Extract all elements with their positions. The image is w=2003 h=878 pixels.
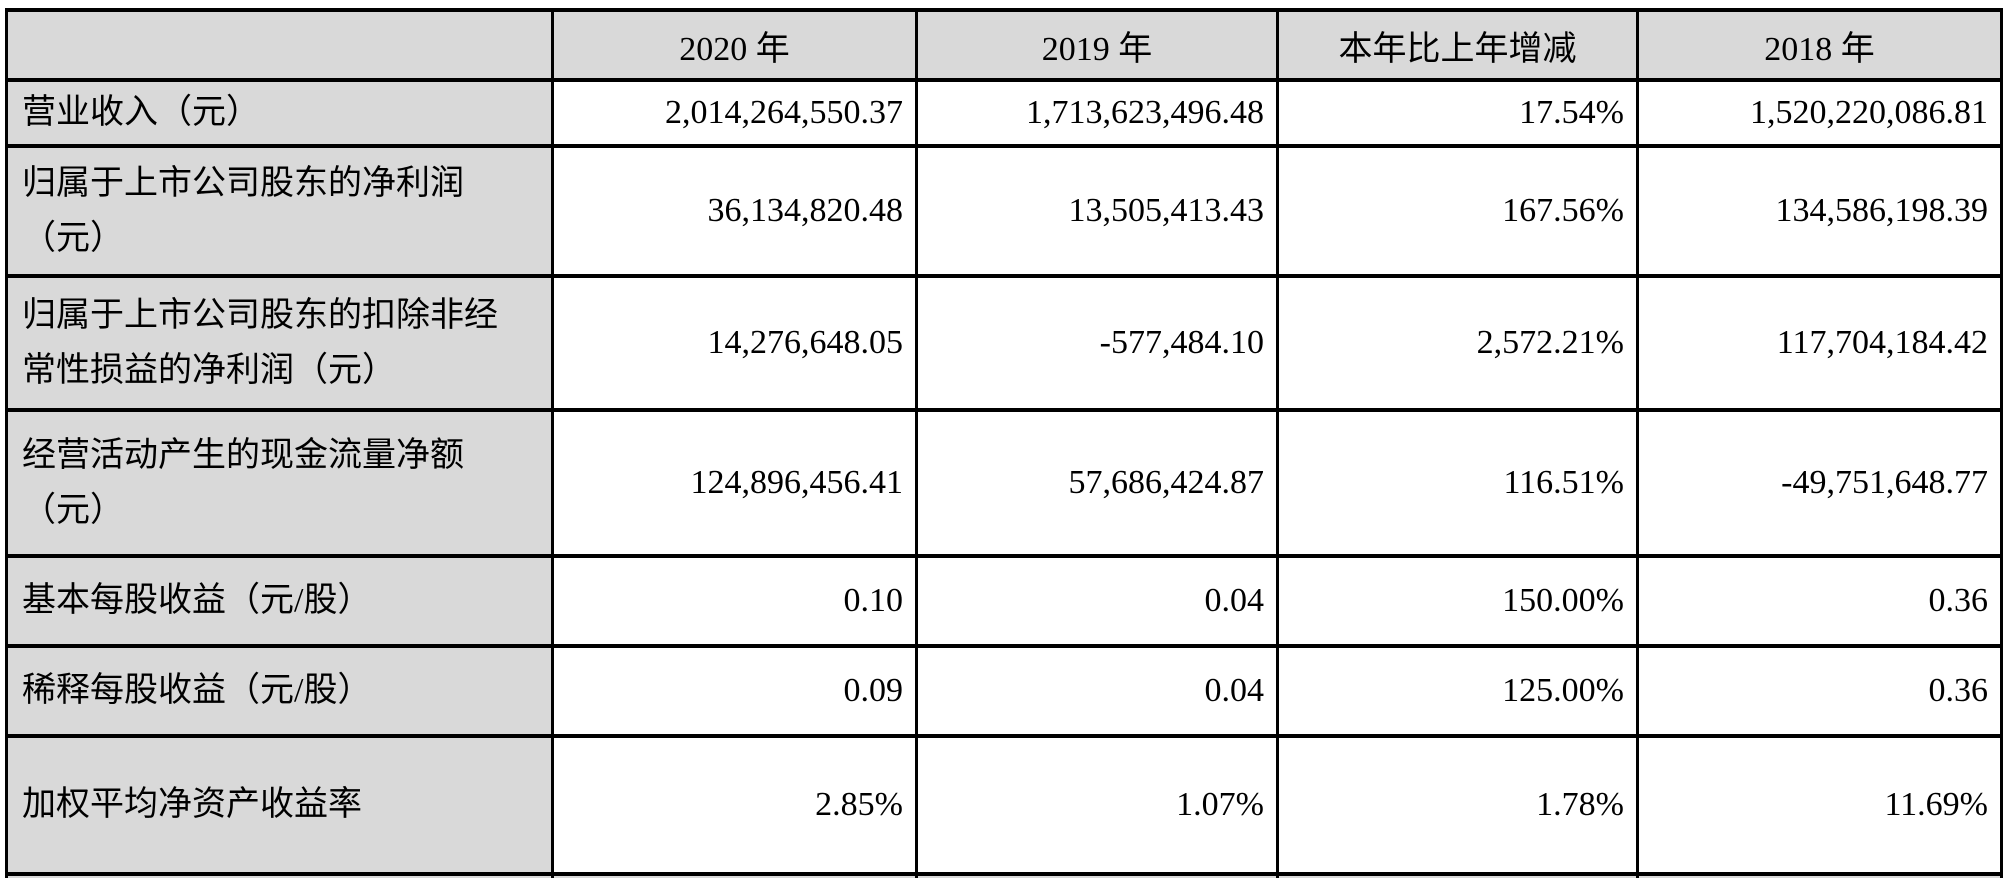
value-yoy-change: 167.56% [1276, 144, 1639, 278]
value-2018: 11.69% [1636, 734, 2003, 876]
value-yoy-change: 17.54% [1276, 78, 1639, 148]
value-2019: 0.04 [915, 554, 1279, 648]
header-row: 2020 年 2019 年 本年比上年增减 2018 年 [5, 8, 2003, 82]
row-label: 稀释每股收益（元/股） [5, 644, 554, 738]
row-label: 经营活动产生的现金流量净额 （元） [5, 408, 554, 558]
table-row-operating-cash-flow: 经营活动产生的现金流量净额 （元） 124,896,456.41 57,686,… [5, 408, 2003, 558]
value-yoy-change: 1.78% [1276, 734, 1639, 876]
value-2020: 36,134,820.48 [551, 144, 918, 278]
header-cell-2019: 2019 年 [915, 8, 1279, 82]
row-label: 加权平均净资产收益率 [5, 734, 554, 876]
value-yoy-change: 150.00% [1276, 554, 1639, 648]
row-label: 归属于上市公司股东的扣除非经 常性损益的净利润（元） [5, 274, 554, 412]
partial-next-row [5, 872, 2003, 878]
header-cell-2020: 2020 年 [551, 8, 918, 82]
value-2019: -577,484.10 [915, 274, 1279, 412]
table-row-diluted-eps: 稀释每股收益（元/股） 0.09 0.04 125.00% 0.36 [5, 644, 2003, 738]
row-label: 营业收入（元） [5, 78, 554, 148]
header-cell-2018: 2018 年 [1636, 8, 2003, 82]
table-row-basic-eps: 基本每股收益（元/股） 0.10 0.04 150.00% 0.36 [5, 554, 2003, 648]
value-2019: 13,505,413.43 [915, 144, 1279, 278]
value-2020: 0.09 [551, 644, 918, 738]
value-2019: 57,686,424.87 [915, 408, 1279, 558]
value-2020: 2,014,264,550.37 [551, 78, 918, 148]
row-label: 归属于上市公司股东的净利润 （元） [5, 144, 554, 278]
value-yoy-change: 125.00% [1276, 644, 1639, 738]
value-2018: 134,586,198.39 [1636, 144, 2003, 278]
financial-summary-table: 2020 年 2019 年 本年比上年增减 2018 年 营业收入（元） 2,0… [5, 8, 2003, 878]
row-label: 基本每股收益（元/股） [5, 554, 554, 648]
partial-cell [1636, 872, 2003, 878]
value-2018: 1,520,220,086.81 [1636, 78, 2003, 148]
value-2020: 124,896,456.41 [551, 408, 918, 558]
table-row-weighted-avg-roe: 加权平均净资产收益率 2.85% 1.07% 1.78% 11.69% [5, 734, 2003, 876]
table-row-operating-revenue: 营业收入（元） 2,014,264,550.37 1,713,623,496.4… [5, 78, 2003, 148]
value-2018: 0.36 [1636, 554, 2003, 648]
header-cell-yoy-change: 本年比上年增减 [1276, 8, 1639, 82]
value-2020: 0.10 [551, 554, 918, 648]
header-cell-blank [5, 8, 554, 82]
value-2019: 1,713,623,496.48 [915, 78, 1279, 148]
value-2019: 1.07% [915, 734, 1279, 876]
table-row-net-profit-excl-nonrecurring: 归属于上市公司股东的扣除非经 常性损益的净利润（元） 14,276,648.05… [5, 274, 2003, 412]
value-yoy-change: 116.51% [1276, 408, 1639, 558]
value-2018: 117,704,184.42 [1636, 274, 2003, 412]
value-yoy-change: 2,572.21% [1276, 274, 1639, 412]
partial-cell [1276, 872, 1639, 878]
value-2018: 0.36 [1636, 644, 2003, 738]
table-row-net-profit-attributable: 归属于上市公司股东的净利润 （元） 36,134,820.48 13,505,4… [5, 144, 2003, 278]
value-2020: 2.85% [551, 734, 918, 876]
value-2019: 0.04 [915, 644, 1279, 738]
partial-cell [915, 872, 1279, 878]
value-2020: 14,276,648.05 [551, 274, 918, 412]
partial-cell [5, 872, 554, 878]
value-2018: -49,751,648.77 [1636, 408, 2003, 558]
partial-cell [551, 872, 918, 878]
